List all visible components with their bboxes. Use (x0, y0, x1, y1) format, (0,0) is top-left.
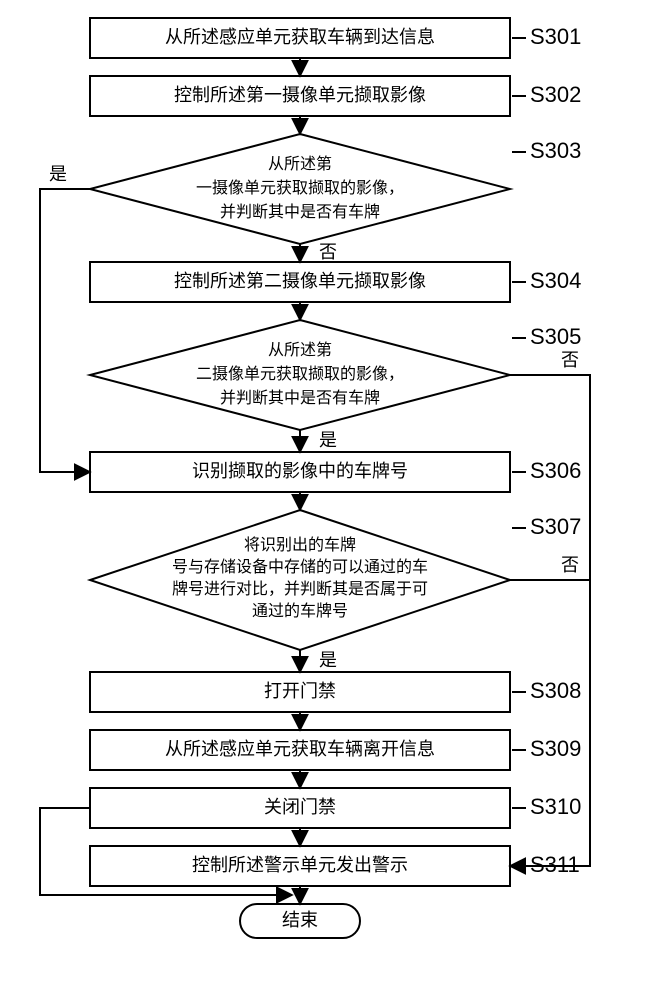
text-s304: 控制所述第二摄像单元撷取影像 (174, 271, 426, 291)
edge-s305-no: 否 (561, 350, 579, 370)
text-s311: 控制所述警示单元发出警示 (192, 855, 408, 875)
step-label-s308: S308 (530, 678, 581, 703)
step-label-s304: S304 (530, 268, 581, 293)
text-s303-3: 并判断其中是否有车牌 (220, 203, 380, 221)
text-s308: 打开门禁 (264, 681, 336, 701)
text-s303-1: 从所述第 (268, 155, 332, 173)
step-label-s305: S305 (530, 324, 581, 349)
text-s307-4: 通过的车牌号 (252, 602, 348, 620)
text-s301: 从所述感应单元获取车辆到达信息 (165, 27, 435, 47)
edge-s307-yes: 是 (319, 650, 337, 670)
flow-arrow (40, 808, 292, 895)
step-label-s306: S306 (530, 458, 581, 483)
text-s305-3: 并判断其中是否有车牌 (220, 389, 380, 407)
text-s307-1: 将识别出的车牌 (244, 536, 356, 554)
step-label-s302: S302 (530, 82, 581, 107)
step-label-s303: S303 (530, 138, 581, 163)
text-s307-2: 号与存储设备中存储的可以通过的车 (172, 558, 428, 576)
text-s302: 控制所述第一摄像单元撷取影像 (174, 85, 426, 105)
edge-s303-yes: 是 (49, 164, 67, 184)
step-label-s310: S310 (530, 794, 581, 819)
text-s307-3: 牌号进行对比，并判断其是否属于可 (172, 580, 428, 598)
text-end: 结束 (282, 910, 318, 930)
edge-s307-no: 否 (561, 555, 579, 575)
edge-s303-no: 否 (319, 242, 337, 262)
flow-arrow (40, 189, 90, 472)
step-label-s309: S309 (530, 736, 581, 761)
decision-s307 (90, 510, 510, 650)
edge-s305-yes: 是 (319, 430, 337, 450)
text-s305-1: 从所述第 (268, 341, 332, 359)
text-s305-2: 二摄像单元获取撷取的影像， (196, 365, 404, 383)
step-label-s307: S307 (530, 514, 581, 539)
text-s303-2: 一摄像单元获取撷取的影像， (196, 179, 404, 197)
text-s310: 关闭门禁 (264, 797, 336, 817)
step-label-s311: S311 (530, 852, 580, 877)
text-s309: 从所述感应单元获取车辆离开信息 (165, 739, 435, 759)
step-label-s301: S301 (530, 24, 581, 49)
flow-arrow (510, 375, 590, 866)
text-s306: 识别撷取的影像中的车牌号 (192, 461, 408, 481)
